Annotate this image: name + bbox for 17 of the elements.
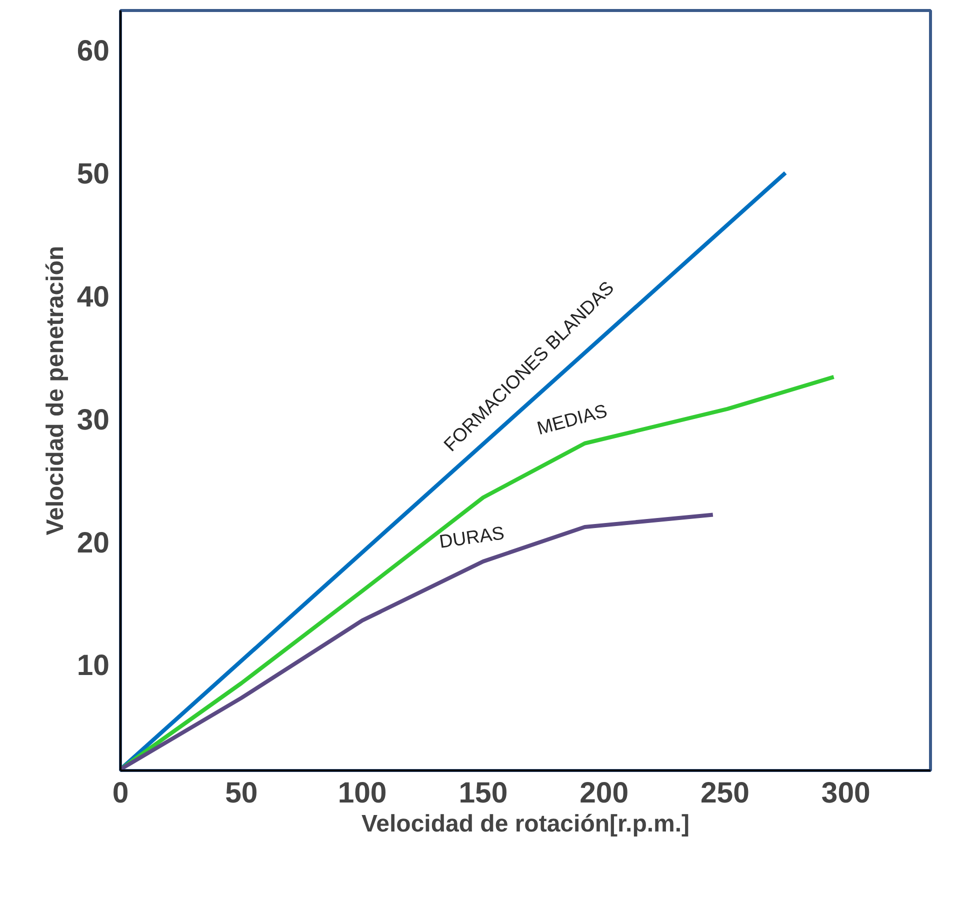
x-tick-label: 0 xyxy=(112,776,129,810)
y-tick-label: 60 xyxy=(76,34,110,68)
y-tick-label: 50 xyxy=(76,157,110,190)
x-tick-label: 50 xyxy=(225,776,258,810)
x-tick-label: 200 xyxy=(580,776,629,810)
x-tick-label: 300 xyxy=(821,776,870,810)
x-tick-label: 100 xyxy=(338,776,387,810)
x-tick-label: 150 xyxy=(458,776,508,810)
text: DURAS xyxy=(438,522,506,552)
y-tick-label: 30 xyxy=(76,403,110,436)
line-series xyxy=(120,512,715,770)
x-tick-label: 250 xyxy=(700,776,750,810)
x-axis-title: Velocidad de rotación[r.p.m.] xyxy=(361,810,690,838)
y-tick-label: 20 xyxy=(76,526,110,560)
y-axis-title: Velocidad de penetración xyxy=(42,246,69,536)
y-tick-label: 40 xyxy=(76,280,110,314)
y-tick-label: 10 xyxy=(76,649,110,682)
